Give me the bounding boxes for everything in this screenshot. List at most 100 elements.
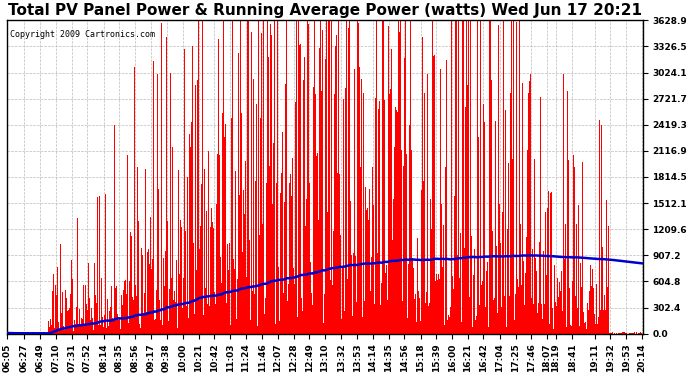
Bar: [593, 250, 594, 334]
Bar: [409, 125, 410, 334]
Bar: [601, 126, 602, 334]
Bar: [594, 314, 595, 334]
Bar: [376, 21, 377, 334]
Bar: [386, 106, 387, 334]
Bar: [290, 174, 291, 334]
Bar: [434, 21, 435, 334]
Bar: [134, 67, 135, 334]
Bar: [354, 69, 355, 334]
Bar: [391, 49, 392, 334]
Bar: [95, 296, 96, 334]
Bar: [202, 21, 203, 334]
Bar: [477, 21, 478, 334]
Bar: [326, 21, 327, 334]
Bar: [278, 267, 279, 334]
Bar: [31, 333, 32, 334]
Bar: [242, 252, 243, 334]
Bar: [366, 210, 367, 334]
Bar: [538, 303, 539, 334]
Bar: [410, 21, 411, 334]
Bar: [408, 264, 409, 334]
Bar: [588, 284, 589, 334]
Bar: [539, 242, 540, 334]
Bar: [9, 333, 10, 334]
Bar: [611, 333, 612, 334]
Bar: [375, 98, 376, 334]
Bar: [276, 183, 277, 334]
Bar: [88, 263, 89, 334]
Bar: [57, 267, 58, 334]
Bar: [469, 297, 470, 334]
Bar: [56, 309, 57, 334]
Bar: [284, 201, 285, 334]
Bar: [360, 93, 362, 334]
Bar: [448, 326, 449, 334]
Bar: [55, 285, 56, 334]
Bar: [238, 53, 239, 334]
Bar: [524, 305, 525, 334]
Bar: [158, 189, 159, 334]
Bar: [512, 159, 513, 334]
Bar: [449, 317, 450, 334]
Bar: [182, 308, 183, 334]
Bar: [209, 306, 210, 334]
Bar: [16, 333, 17, 334]
Bar: [420, 321, 421, 334]
Bar: [356, 302, 357, 334]
Bar: [489, 21, 490, 334]
Bar: [129, 280, 130, 334]
Bar: [313, 87, 314, 334]
Bar: [321, 92, 322, 334]
Bar: [575, 144, 576, 334]
Bar: [51, 326, 52, 334]
Bar: [258, 21, 259, 334]
Bar: [455, 21, 456, 334]
Bar: [428, 226, 429, 334]
Bar: [567, 301, 569, 334]
Bar: [517, 297, 518, 334]
Bar: [384, 100, 385, 334]
Bar: [50, 319, 51, 334]
Bar: [80, 324, 81, 334]
Bar: [222, 113, 223, 334]
Bar: [440, 69, 441, 334]
Bar: [482, 281, 483, 334]
Bar: [433, 56, 434, 334]
Bar: [403, 166, 404, 334]
Bar: [329, 21, 330, 334]
Bar: [501, 307, 502, 334]
Bar: [486, 271, 487, 334]
Bar: [518, 287, 519, 334]
Bar: [507, 229, 508, 334]
Bar: [458, 21, 459, 334]
Bar: [565, 224, 566, 334]
Bar: [389, 94, 390, 334]
Bar: [439, 279, 440, 334]
Bar: [180, 220, 181, 334]
Bar: [172, 147, 173, 334]
Bar: [340, 236, 341, 334]
Bar: [268, 21, 269, 334]
Bar: [38, 333, 39, 334]
Bar: [576, 224, 578, 334]
Bar: [349, 21, 350, 334]
Bar: [203, 315, 204, 334]
Bar: [597, 249, 598, 334]
Bar: [353, 253, 354, 334]
Bar: [586, 329, 587, 334]
Bar: [417, 238, 418, 334]
Bar: [419, 298, 420, 334]
Bar: [74, 315, 75, 334]
Bar: [598, 317, 599, 334]
Bar: [521, 285, 522, 334]
Bar: [380, 305, 381, 334]
Bar: [256, 104, 257, 334]
Bar: [590, 265, 591, 334]
Bar: [253, 79, 254, 334]
Bar: [555, 304, 556, 334]
Bar: [65, 306, 66, 334]
Bar: [260, 118, 261, 334]
Bar: [635, 333, 636, 334]
Bar: [496, 246, 497, 334]
Bar: [610, 333, 611, 334]
